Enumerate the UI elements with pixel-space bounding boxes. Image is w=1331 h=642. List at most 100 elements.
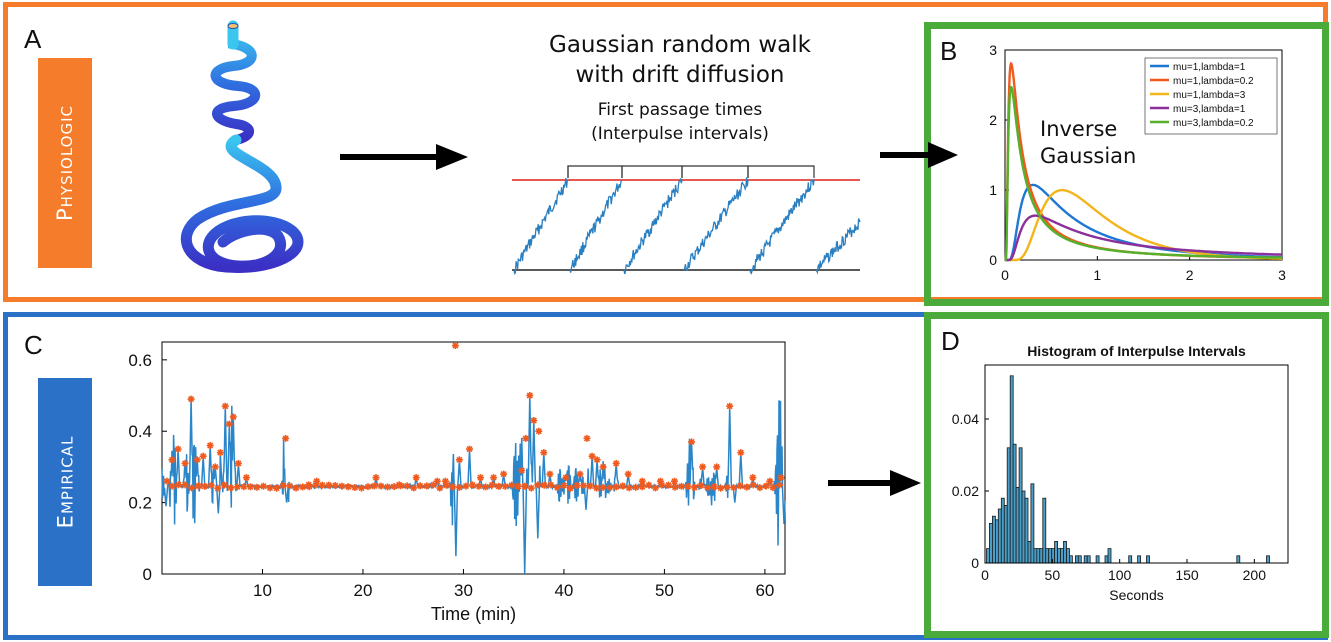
peak-marker bbox=[199, 452, 207, 460]
peak-marker bbox=[691, 483, 699, 491]
marker-stroke bbox=[163, 478, 171, 485]
peak-marker bbox=[723, 483, 731, 491]
peak-marker bbox=[726, 402, 734, 410]
peak-marker bbox=[429, 481, 437, 489]
marker-stroke bbox=[756, 484, 763, 491]
marker-stroke bbox=[583, 435, 591, 442]
marker-stroke bbox=[247, 483, 254, 490]
marker-stroke bbox=[371, 482, 378, 489]
peak-marker bbox=[206, 442, 214, 449]
peak-marker bbox=[175, 481, 183, 489]
marker-stroke bbox=[717, 485, 724, 492]
marker-stroke bbox=[299, 483, 306, 490]
histogram-bar bbox=[1030, 483, 1035, 564]
marker-stroke bbox=[587, 483, 594, 490]
empirical-tag: Empirical bbox=[38, 378, 92, 586]
walk-trajectory bbox=[569, 179, 623, 273]
peak-marker bbox=[737, 449, 745, 457]
peak-marker bbox=[384, 483, 392, 491]
marker-stroke bbox=[567, 485, 574, 492]
marker-stroke bbox=[657, 478, 664, 485]
peak-marker bbox=[344, 483, 352, 491]
x-tick-label: 3 bbox=[1278, 267, 1286, 283]
peak-marker bbox=[540, 449, 548, 457]
peak-marker bbox=[214, 484, 222, 492]
peak-marker bbox=[403, 482, 411, 490]
marker-stroke bbox=[477, 474, 484, 481]
walk-subtitle-line2: (Interpulse intervals) bbox=[591, 124, 769, 144]
marker-stroke bbox=[763, 482, 770, 489]
peak-marker bbox=[181, 481, 189, 489]
walk-title-line1: Gaussian random walk bbox=[549, 32, 811, 58]
y-tick-label: 2 bbox=[989, 112, 997, 128]
peak-marker bbox=[423, 482, 431, 490]
peak-marker bbox=[599, 463, 607, 471]
y-tick-label: 0 bbox=[143, 565, 152, 584]
marker-stroke bbox=[726, 403, 733, 410]
x-tick-label: 50 bbox=[1045, 567, 1061, 583]
histogram-bar bbox=[1146, 555, 1150, 564]
legend-label: mu=3,lambda=0.2 bbox=[1173, 118, 1254, 129]
peak-marker bbox=[736, 482, 744, 490]
peak-marker bbox=[599, 483, 607, 491]
peak-marker bbox=[266, 484, 274, 492]
peak-marker bbox=[769, 484, 777, 492]
marker-stroke bbox=[345, 483, 352, 490]
peak-marker bbox=[482, 483, 490, 491]
marker-stroke bbox=[554, 484, 561, 491]
marker-stroke bbox=[188, 484, 195, 491]
marker-stroke bbox=[589, 453, 596, 460]
right-arrow-icon bbox=[828, 470, 921, 496]
peak-marker bbox=[220, 481, 228, 489]
marker-stroke bbox=[332, 482, 339, 489]
y-tick-label: 0.6 bbox=[128, 351, 152, 370]
marker-stroke bbox=[698, 482, 705, 489]
marker-stroke bbox=[518, 467, 525, 474]
peak-marker bbox=[588, 452, 596, 460]
right-arrow-icon bbox=[880, 142, 958, 168]
histogram-bar bbox=[1137, 555, 1142, 564]
marker-stroke bbox=[182, 481, 189, 488]
peak-marker bbox=[658, 481, 666, 489]
marker-stroke bbox=[253, 484, 261, 491]
marker-stroke bbox=[436, 484, 443, 492]
peak-marker bbox=[397, 482, 405, 490]
panel-letter-c: C bbox=[24, 330, 43, 360]
marker-stroke bbox=[665, 482, 672, 489]
marker-stroke bbox=[776, 482, 783, 489]
peak-marker bbox=[699, 463, 707, 471]
marker-stroke bbox=[293, 484, 300, 492]
marker-stroke bbox=[500, 471, 507, 478]
marker-stroke bbox=[750, 481, 757, 488]
right-arrow-icon bbox=[340, 144, 468, 170]
marker-stroke bbox=[541, 482, 548, 489]
peak-marker bbox=[717, 484, 725, 492]
peak-marker bbox=[168, 456, 176, 464]
peak-marker bbox=[240, 483, 248, 491]
peak-marker bbox=[325, 481, 333, 489]
peak-marker bbox=[466, 445, 473, 453]
peak-marker bbox=[535, 427, 543, 435]
peak-marker bbox=[762, 482, 770, 490]
x-tick-label: 150 bbox=[1175, 567, 1199, 583]
peak-marker bbox=[351, 484, 359, 491]
interval-bracket bbox=[681, 165, 749, 178]
peak-marker bbox=[704, 484, 712, 492]
peak-marker bbox=[412, 474, 420, 482]
peak-marker bbox=[462, 482, 470, 490]
inverse-gaussian-annotation: Inverse Gaussian bbox=[1040, 116, 1140, 170]
walk-trajectory bbox=[815, 218, 861, 275]
histogram-bar bbox=[1077, 555, 1082, 564]
peak-marker bbox=[671, 483, 679, 491]
peak-marker bbox=[216, 449, 224, 457]
peak-marker bbox=[221, 402, 229, 410]
peak-marker bbox=[234, 459, 242, 467]
marker-stroke bbox=[200, 453, 207, 460]
y-tick-label: 0.02 bbox=[952, 483, 979, 499]
peak-marker bbox=[211, 463, 219, 471]
marker-stroke bbox=[214, 485, 221, 492]
marker-stroke bbox=[430, 481, 437, 488]
marker-stroke bbox=[600, 484, 607, 491]
peak-marker bbox=[710, 483, 718, 491]
peak-marker bbox=[756, 484, 764, 492]
